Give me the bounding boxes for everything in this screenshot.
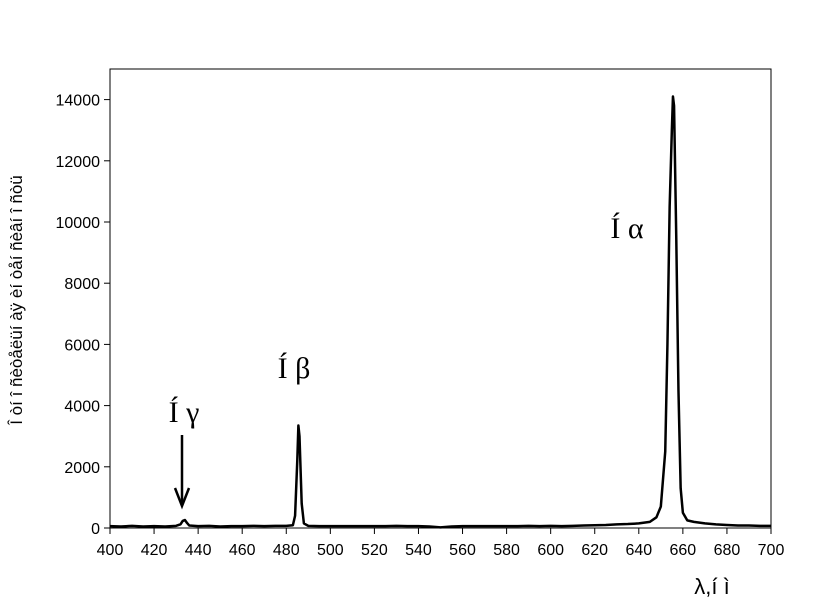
y-tick-label: 2000 — [64, 460, 100, 477]
x-tick-label: 700 — [758, 542, 785, 559]
x-tick-label: 520 — [361, 542, 388, 559]
x-tick-label: 560 — [449, 542, 476, 559]
x-tick-label: 480 — [273, 542, 300, 559]
x-tick-label: 660 — [670, 542, 697, 559]
annotation: Í β — [278, 352, 311, 385]
y-tick-label: 8000 — [64, 276, 100, 293]
y-tick-label: 4000 — [64, 399, 100, 416]
annotation: Í γ — [169, 396, 200, 429]
y-tick-label: 10000 — [56, 215, 101, 232]
annotation: Í α — [610, 212, 643, 245]
x-tick-label: 680 — [714, 542, 741, 559]
y-axis-label: Î òí î ñèòåëüí àÿ èí òåí ñèâí î ñòü — [7, 175, 26, 426]
x-tick-label: 500 — [317, 542, 344, 559]
x-tick-label: 420 — [141, 542, 168, 559]
x-tick-label: 640 — [625, 542, 652, 559]
x-tick-label: 620 — [581, 542, 608, 559]
arrow-head — [173, 487, 191, 510]
y-tick-label: 14000 — [56, 93, 101, 110]
y-tick-label: 12000 — [56, 154, 101, 171]
x-tick-label: 600 — [537, 542, 564, 559]
x-tick-label: 460 — [229, 542, 256, 559]
y-tick-label: 0 — [91, 521, 100, 538]
x-axis-label: λ,í ì — [694, 574, 729, 599]
spectrum-line — [109, 95, 771, 529]
x-tick-label: 540 — [405, 542, 432, 559]
x-tick-label: 580 — [493, 542, 520, 559]
x-tick-label: 400 — [97, 542, 124, 559]
x-tick-label: 440 — [185, 542, 212, 559]
y-tick-label: 6000 — [64, 337, 100, 354]
